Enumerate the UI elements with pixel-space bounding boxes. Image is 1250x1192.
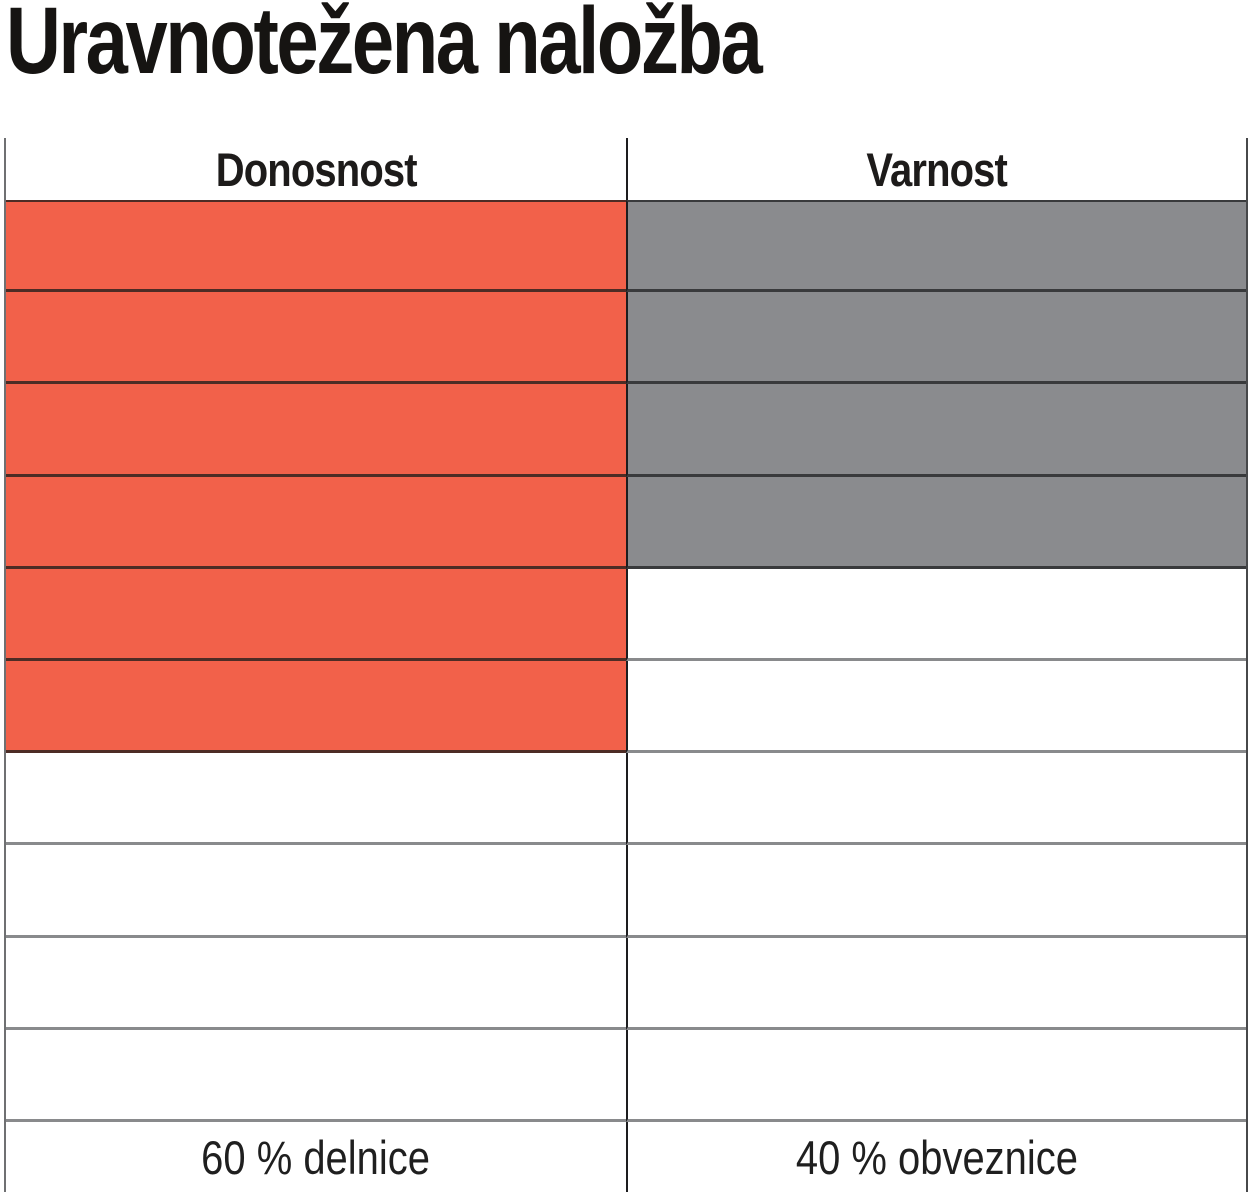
page-title: Uravnotežena naložba [6,0,763,94]
header-row: Donosnost Varnost [6,138,1246,200]
grid-row [6,937,1246,1030]
footer-label: 60 % delnice [201,1130,431,1184]
filled-cell-obveznice [626,292,1246,385]
empty-cell [6,753,626,846]
empty-cell [626,568,1246,662]
comparison-table: Donosnost Varnost 60 % delnice 40 % obve… [4,138,1248,1192]
grid-row [6,568,1246,662]
grid-row [6,476,1246,569]
grid-row [6,200,1246,293]
filled-cell-delnice [6,568,626,662]
filled-cell-delnice [6,661,626,754]
empty-cell [6,938,626,1030]
filled-cell-obveznice [626,200,1246,293]
filled-cell-obveznice [626,384,1246,477]
filled-cell-delnice [6,200,626,293]
grid-row [6,1029,1246,1123]
filled-cell-delnice [6,476,626,569]
grid [6,200,1246,1123]
footer-label-delnice: 60 % delnice [6,1122,626,1192]
empty-cell [6,1030,626,1123]
empty-cell [626,661,1246,754]
footer-row: 60 % delnice 40 % obveznice [6,1122,1246,1192]
filled-cell-obveznice [626,476,1246,569]
empty-cell [6,845,626,938]
grid-row [6,753,1246,846]
filled-cell-delnice [6,384,626,477]
grid-row [6,292,1246,385]
empty-cell [626,753,1246,846]
empty-cell [626,845,1246,938]
footer-label: 40 % obveznice [795,1130,1079,1184]
empty-cell [626,937,1246,1030]
column-header-varnost: Varnost [626,138,1246,200]
grid-row [6,661,1246,754]
column-header-donosnost: Donosnost [6,138,626,200]
filled-cell-delnice [6,292,626,385]
empty-cell [626,1029,1246,1123]
column-header-label: Donosnost [215,142,418,196]
grid-row [6,384,1246,477]
grid-row [6,845,1246,938]
column-header-label: Varnost [866,142,1008,196]
footer-label-obveznice: 40 % obveznice [626,1122,1246,1192]
